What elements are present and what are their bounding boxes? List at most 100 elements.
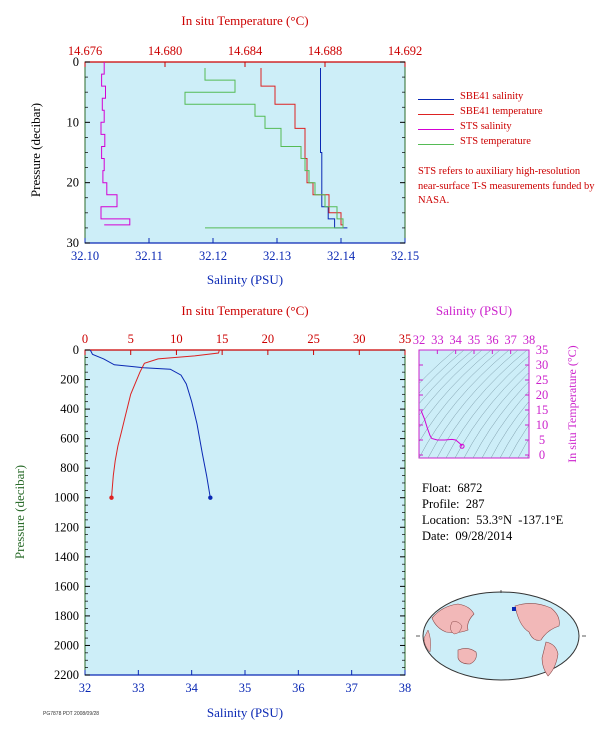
bottom-chart-left-tick-label: 1400 bbox=[54, 550, 79, 564]
bottom-chart-top-tick-label: 0 bbox=[82, 332, 88, 346]
density-contour-line bbox=[517, 438, 529, 458]
ts-right-tick-label: 10 bbox=[536, 418, 549, 432]
ts-endpoint bbox=[459, 443, 465, 449]
density-contour-line bbox=[419, 350, 456, 384]
ts-right-tick-label: 25 bbox=[536, 373, 549, 387]
bottom-chart-bottom-tick-label: 33 bbox=[132, 681, 145, 695]
bottom-chart-bottom-tick-label: 35 bbox=[239, 681, 252, 695]
map-land-asia bbox=[431, 603, 475, 633]
bottom-chart-left-tick-label: 1800 bbox=[54, 609, 79, 623]
top-chart-series-sts-temperature bbox=[184, 68, 344, 229]
top-plot-area bbox=[84, 61, 406, 244]
bottom-chart-bottom-tick-label: 36 bbox=[292, 681, 305, 695]
density-contour-line bbox=[445, 355, 529, 458]
top-chart-top-tick-label: 14.680 bbox=[148, 44, 182, 58]
bottom-chart-left-tick-label: 400 bbox=[60, 402, 79, 416]
top-chart-bottom-tick-label: 32.14 bbox=[327, 249, 356, 263]
bottom-profile-chart: 32 33 34 35 36 37 38 0 5 10 15 20 25 30 35 0 200 400 600 80… bbox=[12, 303, 411, 720]
bottom-chart-top-tick-label: 10 bbox=[170, 332, 183, 346]
top-chart-bottom-tick-label: 32.10 bbox=[71, 249, 99, 263]
top-chart-x-axis-label: Salinity (PSU) bbox=[207, 272, 283, 287]
top-chart-left-tick-label: 30 bbox=[67, 236, 80, 250]
density-contour-line bbox=[463, 372, 529, 458]
bottom-chart-series-temperature bbox=[111, 349, 220, 498]
map-land-north-america bbox=[514, 603, 560, 641]
legend-label-sts-salinity: STS salinity bbox=[460, 121, 512, 132]
density-contour-line bbox=[490, 401, 529, 458]
ts-top-tick-label: 37 bbox=[504, 333, 517, 347]
float-location-marker bbox=[512, 607, 516, 611]
ts-plot-area bbox=[418, 349, 530, 459]
legend-swatch-sbe41-temperature bbox=[418, 114, 454, 115]
ts-right-axis-label: In situ Temperature (°C) bbox=[565, 345, 579, 462]
bottom-chart-x-axis-label: Salinity (PSU) bbox=[207, 705, 283, 720]
legend-label-sts-temperature: STS temperature bbox=[460, 136, 531, 147]
top-chart-top-axis-label: In situ Temperature (°C) bbox=[181, 13, 308, 28]
density-contour-line bbox=[481, 390, 529, 458]
ts-top-tick-label: 36 bbox=[486, 333, 499, 347]
top-chart-top-tick-label: 14.684 bbox=[228, 44, 263, 58]
info-float: Float: 6872 bbox=[422, 481, 483, 495]
bottom-chart-top-tick-label: 35 bbox=[399, 332, 412, 346]
top-chart-bottom-tick-label: 32.11 bbox=[135, 249, 163, 263]
bottom-chart-left-tick-label: 800 bbox=[60, 461, 79, 475]
top-chart-left-tick-label: 0 bbox=[73, 55, 79, 69]
top-chart-top-tick-label: 14.676 bbox=[68, 44, 102, 58]
map-land-africa bbox=[423, 629, 431, 653]
info-location: Location: 53.3°N -137.1°E bbox=[422, 513, 564, 527]
bottom-chart-left-tick-label: 200 bbox=[60, 373, 79, 387]
bottom-chart-top-axis-label: In situ Temperature (°C) bbox=[181, 303, 308, 318]
density-contour-line bbox=[419, 350, 501, 443]
density-contour-line bbox=[436, 350, 528, 458]
bottom-plot-area bbox=[84, 349, 406, 676]
top-chart-bottom-tick-label: 32.13 bbox=[263, 249, 291, 263]
density-contour-line bbox=[419, 350, 465, 394]
ts-right-tick-label: 20 bbox=[536, 388, 549, 402]
density-contour-line bbox=[427, 350, 519, 458]
bottom-chart-top-tick-label: 20 bbox=[262, 332, 275, 346]
ts-top-tick-label: 32 bbox=[413, 333, 426, 347]
density-contour-line bbox=[419, 350, 492, 429]
top-chart-y-axis-label: Pressure (decibar) bbox=[28, 103, 43, 197]
sts-note: STS refers to auxiliary high-resolution … bbox=[418, 166, 595, 206]
top-chart-series-sbe41-temperature bbox=[260, 68, 343, 226]
bottom-chart-top-tick-label: 30 bbox=[353, 332, 366, 346]
density-contour-line bbox=[499, 412, 529, 458]
top-chart-left-tick-label: 10 bbox=[67, 115, 80, 129]
bottom-chart-left-tick-label: 1600 bbox=[54, 579, 79, 593]
footer-text: PG7878 PDT 2008/09/28 bbox=[43, 711, 100, 717]
map-land-se-asia bbox=[450, 621, 463, 635]
top-chart-series-sts-salinity bbox=[100, 62, 131, 226]
world-map bbox=[416, 590, 586, 681]
top-chart-bottom-tick-label: 32.12 bbox=[199, 249, 227, 263]
top-profile-chart: 32.10 32.11 32.12 32.13 32.14 32.15 14.676 14.6… bbox=[28, 13, 422, 287]
bottom-chart-bottom-tick-label: 32 bbox=[79, 681, 92, 695]
top-chart-top-tick-label: 14.692 bbox=[388, 44, 422, 58]
legend-label-sbe41-temperature: SBE41 temperature bbox=[460, 106, 543, 117]
info-profile: Profile: 287 bbox=[422, 497, 485, 511]
ts-right-tick-label: 15 bbox=[536, 403, 549, 417]
info-date: Date: 09/28/2014 bbox=[422, 529, 513, 543]
bottom-chart-left-tick-label: 0 bbox=[73, 343, 79, 357]
bottom-chart-top-tick-label: 25 bbox=[307, 332, 320, 346]
top-chart-top-tick-label: 14.688 bbox=[308, 44, 342, 58]
bottom-chart-left-tick-label: 1200 bbox=[54, 520, 79, 534]
top-chart-bottom-tick-label: 32.15 bbox=[391, 249, 419, 263]
legend-swatch-sbe41-salinity bbox=[418, 99, 454, 100]
bottom-chart-left-tick-label: 2200 bbox=[54, 668, 79, 682]
density-contour-line bbox=[419, 350, 474, 405]
ts-right-tick-label: 5 bbox=[539, 433, 545, 447]
ts-top-tick-label: 34 bbox=[449, 333, 462, 347]
bottom-chart-top-tick-label: 5 bbox=[128, 332, 134, 346]
bottom-chart-left-tick-label: 600 bbox=[60, 432, 79, 446]
map-ocean bbox=[422, 591, 580, 681]
bottom-chart-endpoint-temperature bbox=[109, 495, 114, 500]
bottom-chart-bottom-tick-label: 34 bbox=[185, 681, 198, 695]
ts-top-tick-label: 35 bbox=[468, 333, 481, 347]
ts-top-tick-label: 33 bbox=[431, 333, 444, 347]
ts-series-line bbox=[420, 410, 463, 447]
legend-label-sbe41-salinity: SBE41 salinity bbox=[460, 91, 524, 102]
bottom-chart-endpoint-salinity bbox=[208, 495, 213, 500]
bottom-chart-bottom-tick-label: 38 bbox=[399, 681, 412, 695]
